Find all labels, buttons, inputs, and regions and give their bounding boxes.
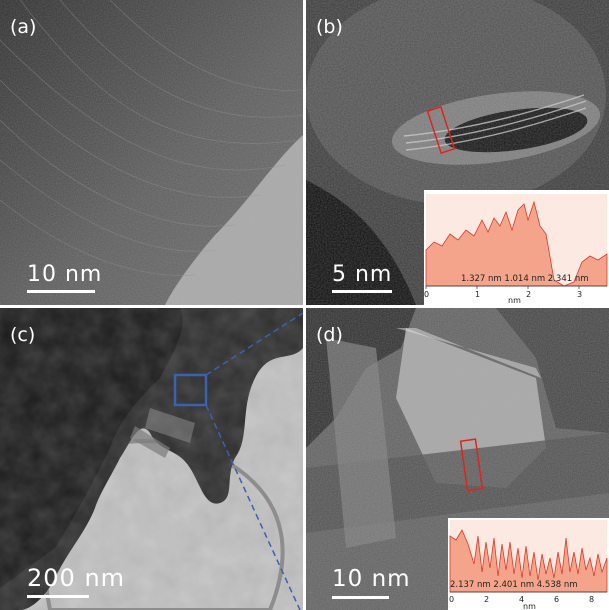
profile-measurements-b: 1.327 nm 1.014 nm 2.341 nm xyxy=(461,274,589,284)
line-profile-inset-d: 2.137 nm 2.401 nm 4.538 nm 0 2 4 6 8 nm xyxy=(448,518,609,610)
tem-panel-b: (b) 5 nm 1.327 nm 1.014 nm 2.341 nm 0 1 … xyxy=(306,0,609,305)
axis-unit-b: nm xyxy=(508,296,521,305)
tem-panel-a: (a) 10 nm xyxy=(0,0,303,305)
tem-panel-c: (c) 200 nm xyxy=(0,308,303,610)
tick-label: 1 xyxy=(475,290,481,299)
tick-label: 6 xyxy=(554,595,560,604)
profile-measurements-d: 2.137 nm 2.401 nm 4.538 nm xyxy=(450,580,578,590)
scale-bar-label-b: 5 nm xyxy=(332,262,393,287)
tick-label: 3 xyxy=(577,290,583,299)
tick-label: 0 xyxy=(424,290,430,299)
roi-box-b xyxy=(426,105,456,155)
tick-label: 0 xyxy=(449,595,455,604)
tem-panel-d: (d) 10 nm 2.137 nm 2.401 nm 4.538 nm 0 2… xyxy=(306,308,609,610)
tick-label: 8 xyxy=(589,595,595,604)
tick-label: 2 xyxy=(484,595,490,604)
line-profile-plot-d xyxy=(449,520,608,593)
scale-bar-label-d: 10 nm xyxy=(332,566,411,592)
line-profile-plot-b xyxy=(425,194,608,289)
scale-bar-label-c: 200 nm xyxy=(27,564,126,592)
scale-bar-label-a: 10 nm xyxy=(27,262,103,287)
scale-bar-c xyxy=(27,595,89,598)
scale-bar-a xyxy=(27,290,95,293)
tick-label: 4 xyxy=(519,595,525,604)
panel-label-d: (d) xyxy=(316,324,343,346)
axis-unit-d: nm xyxy=(523,602,536,610)
panel-label-a: (a) xyxy=(10,16,37,38)
roi-box-d xyxy=(459,438,484,492)
panel-label-c: (c) xyxy=(10,324,36,346)
tick-label: 2 xyxy=(526,290,532,299)
panel-label-b: (b) xyxy=(316,16,343,38)
scale-bar-d xyxy=(332,596,389,599)
zoom-region-box xyxy=(173,373,208,407)
tem-image-c xyxy=(0,308,303,610)
scale-bar-b xyxy=(332,290,392,293)
line-profile-inset-b: 1.327 nm 1.014 nm 2.341 nm 0 1 2 3 nm xyxy=(424,190,609,305)
tem-image-a xyxy=(0,0,303,305)
